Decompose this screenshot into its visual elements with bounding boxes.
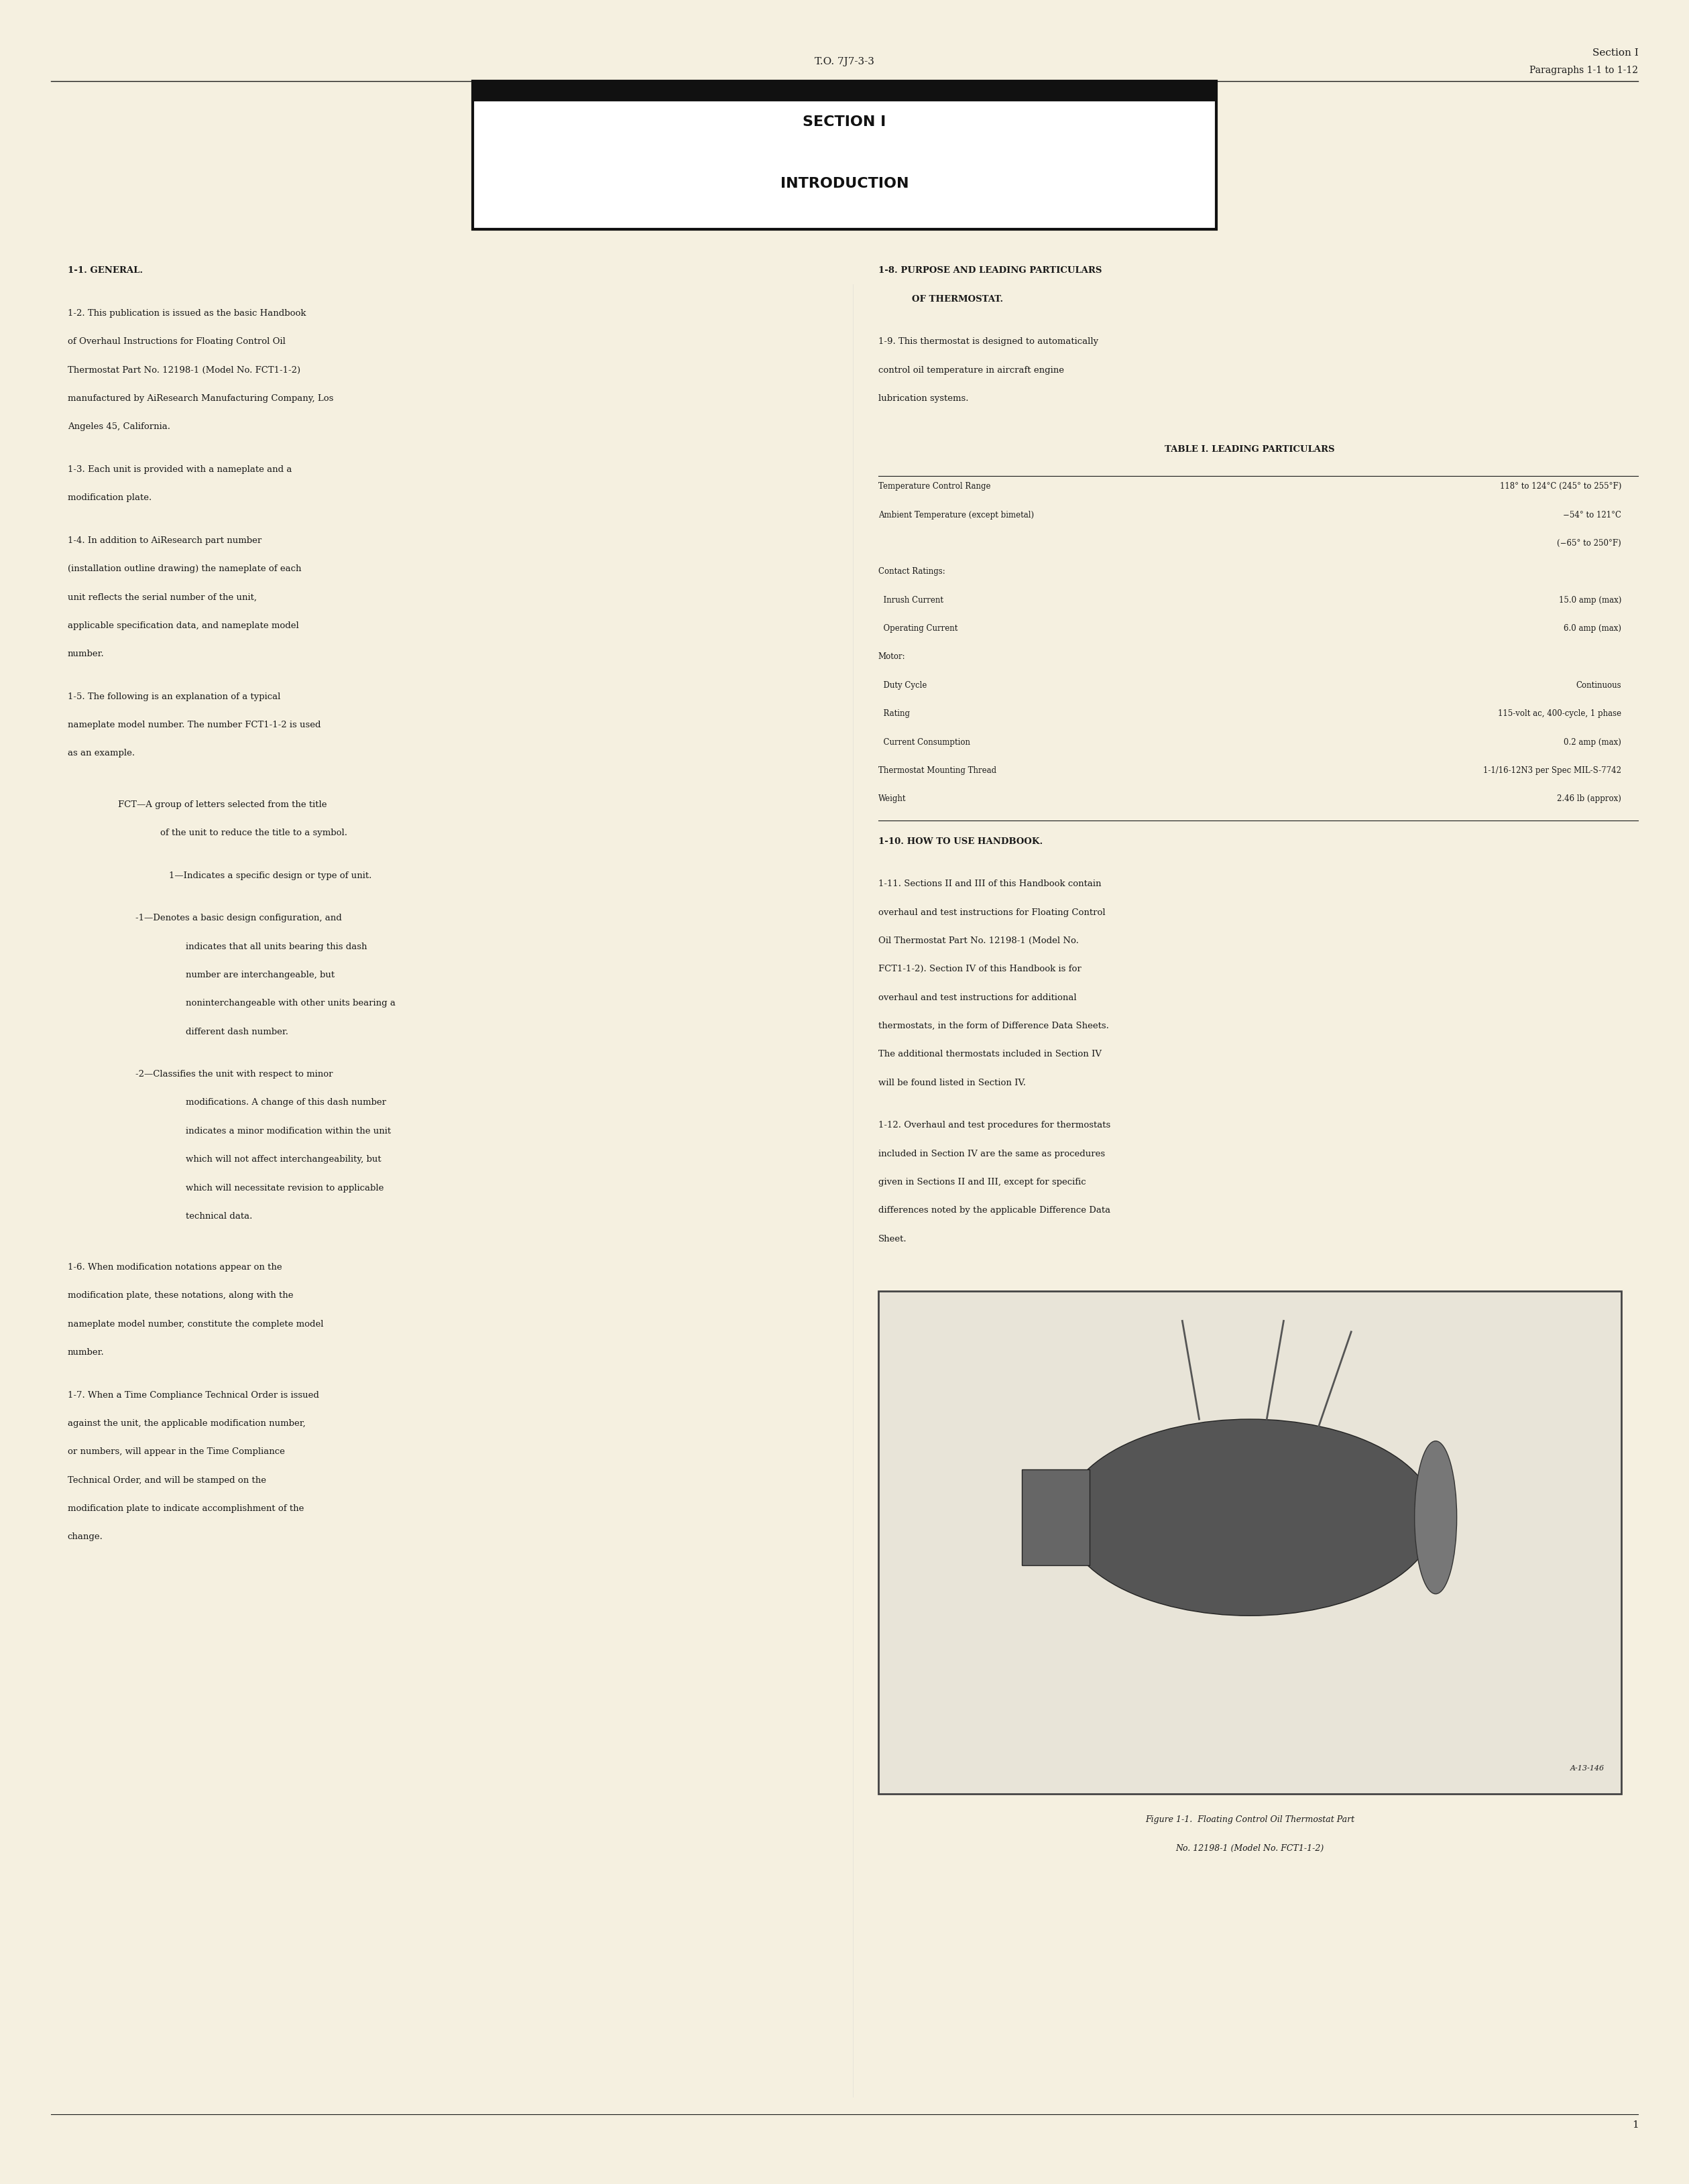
Text: Current Consumption: Current Consumption (878, 738, 969, 747)
Text: 1-4. In addition to AiResearch part number: 1-4. In addition to AiResearch part numb… (68, 537, 262, 544)
FancyBboxPatch shape (473, 81, 1216, 229)
Text: INTRODUCTION: INTRODUCTION (780, 177, 909, 190)
Text: Thermostat Part No. 12198-1 (Model No. FCT1-1-2): Thermostat Part No. 12198-1 (Model No. F… (68, 367, 301, 373)
Text: of the unit to reduce the title to a symbol.: of the unit to reduce the title to a sym… (160, 828, 348, 836)
Text: Motor:: Motor: (878, 653, 905, 662)
Text: indicates a minor modification within the unit: indicates a minor modification within th… (186, 1127, 392, 1136)
Text: 1—Indicates a specific design or type of unit.: 1—Indicates a specific design or type of… (169, 871, 372, 880)
Ellipse shape (1064, 1420, 1436, 1616)
Text: Angeles 45, California.: Angeles 45, California. (68, 424, 171, 430)
Text: unit reflects the serial number of the unit,: unit reflects the serial number of the u… (68, 594, 257, 601)
Text: Weight: Weight (878, 795, 905, 804)
Text: Oil Thermostat Part No. 12198-1 (Model No.: Oil Thermostat Part No. 12198-1 (Model N… (878, 937, 1079, 946)
Text: number.: number. (68, 1348, 105, 1356)
Text: which will necessitate revision to applicable: which will necessitate revision to appli… (186, 1184, 383, 1192)
Text: The additional thermostats included in Section IV: The additional thermostats included in S… (878, 1051, 1101, 1059)
Text: Duty Cycle: Duty Cycle (878, 681, 927, 690)
Text: technical data.: technical data. (186, 1212, 252, 1221)
Text: 15.0 amp (max): 15.0 amp (max) (1559, 596, 1621, 605)
Text: Technical Order, and will be stamped on the: Technical Order, and will be stamped on … (68, 1476, 267, 1485)
Text: number are interchangeable, but: number are interchangeable, but (186, 970, 334, 978)
Bar (878, 1291, 1621, 1793)
Text: 1-1/16-12N3 per Spec MIL-S-7742: 1-1/16-12N3 per Spec MIL-S-7742 (1483, 767, 1621, 775)
Text: number.: number. (68, 651, 105, 657)
Bar (473, 81, 1216, 100)
Text: applicable specification data, and nameplate model: applicable specification data, and namep… (68, 620, 299, 629)
Text: noninterchangeable with other units bearing a: noninterchangeable with other units bear… (186, 998, 395, 1007)
Text: change.: change. (68, 1533, 103, 1542)
Text: 115-volt ac, 400-cycle, 1 phase: 115-volt ac, 400-cycle, 1 phase (1498, 710, 1621, 719)
Text: against the unit, the applicable modification number,: against the unit, the applicable modific… (68, 1420, 306, 1428)
Text: modification plate to indicate accomplishment of the: modification plate to indicate accomplis… (68, 1505, 304, 1514)
Text: Contact Ratings:: Contact Ratings: (878, 568, 946, 577)
Text: Rating: Rating (878, 710, 910, 719)
Ellipse shape (1414, 1441, 1456, 1594)
Text: overhaul and test instructions for Floating Control: overhaul and test instructions for Float… (878, 909, 1105, 917)
Text: modifications. A change of this dash number: modifications. A change of this dash num… (186, 1099, 387, 1107)
Text: indicates that all units bearing this dash: indicates that all units bearing this da… (186, 941, 367, 950)
Text: will be found listed in Section IV.: will be found listed in Section IV. (878, 1079, 1025, 1088)
Text: Continuous: Continuous (1576, 681, 1621, 690)
Text: 1-11. Sections II and III of this Handbook contain: 1-11. Sections II and III of this Handbo… (878, 880, 1101, 889)
Text: (−65° to 250°F): (−65° to 250°F) (1557, 539, 1621, 548)
Text: 1-9. This thermostat is designed to automatically: 1-9. This thermostat is designed to auto… (878, 339, 1098, 345)
Text: Ambient Temperature (except bimetal): Ambient Temperature (except bimetal) (878, 511, 1034, 520)
Text: control oil temperature in aircraft engine: control oil temperature in aircraft engi… (878, 367, 1064, 373)
Text: 1-6. When modification notations appear on the: 1-6. When modification notations appear … (68, 1262, 282, 1271)
Text: thermostats, in the form of Difference Data Sheets.: thermostats, in the form of Difference D… (878, 1022, 1110, 1031)
Text: Thermostat Mounting Thread: Thermostat Mounting Thread (878, 767, 997, 775)
Text: No. 12198-1 (Model No. FCT1-1-2): No. 12198-1 (Model No. FCT1-1-2) (1176, 1843, 1324, 1852)
Text: nameplate model number, constitute the complete model: nameplate model number, constitute the c… (68, 1319, 323, 1328)
Text: 1-3. Each unit is provided with a nameplate and a: 1-3. Each unit is provided with a namepl… (68, 465, 292, 474)
Text: Sheet.: Sheet. (878, 1234, 907, 1243)
Text: Inrush Current: Inrush Current (878, 596, 944, 605)
Text: as an example.: as an example. (68, 749, 135, 758)
Text: 1-1. GENERAL.: 1-1. GENERAL. (68, 266, 144, 275)
Text: 1-12. Overhaul and test procedures for thermostats: 1-12. Overhaul and test procedures for t… (878, 1120, 1110, 1129)
Text: 1: 1 (1632, 2121, 1638, 2129)
Text: FCT1-1-2). Section IV of this Handbook is for: FCT1-1-2). Section IV of this Handbook i… (878, 965, 1081, 974)
Text: overhaul and test instructions for additional: overhaul and test instructions for addit… (878, 994, 1076, 1002)
Text: or numbers, will appear in the Time Compliance: or numbers, will appear in the Time Comp… (68, 1448, 285, 1457)
Text: of Overhaul Instructions for Floating Control Oil: of Overhaul Instructions for Floating Co… (68, 339, 285, 345)
Text: Temperature Control Range: Temperature Control Range (878, 483, 990, 491)
Text: -2—Classifies the unit with respect to minor: -2—Classifies the unit with respect to m… (135, 1070, 333, 1079)
Text: TABLE I. LEADING PARTICULARS: TABLE I. LEADING PARTICULARS (1165, 446, 1334, 454)
Text: modification plate.: modification plate. (68, 494, 152, 502)
Text: different dash number.: different dash number. (186, 1026, 289, 1035)
Text: included in Section IV are the same as procedures: included in Section IV are the same as p… (878, 1149, 1105, 1158)
Text: 1-8. PURPOSE AND LEADING PARTICULARS: 1-8. PURPOSE AND LEADING PARTICULARS (878, 266, 1101, 275)
Text: lubrication systems.: lubrication systems. (878, 395, 968, 402)
Bar (1022, 1470, 1089, 1566)
Text: 6.0 amp (max): 6.0 amp (max) (1564, 625, 1621, 633)
Text: Operating Current: Operating Current (878, 625, 958, 633)
Text: differences noted by the applicable Difference Data: differences noted by the applicable Diff… (878, 1206, 1110, 1214)
Text: Section I: Section I (1593, 48, 1638, 57)
Text: given in Sections II and III, except for specific: given in Sections II and III, except for… (878, 1177, 1086, 1186)
Text: 1-2. This publication is issued as the basic Handbook: 1-2. This publication is issued as the b… (68, 310, 306, 317)
Text: −54° to 121°C: −54° to 121°C (1562, 511, 1621, 520)
Text: (installation outline drawing) the nameplate of each: (installation outline drawing) the namep… (68, 563, 301, 572)
Text: which will not affect interchangeability, but: which will not affect interchangeability… (186, 1155, 382, 1164)
Text: 1-7. When a Time Compliance Technical Order is issued: 1-7. When a Time Compliance Technical Or… (68, 1391, 319, 1400)
Text: Figure 1-1.  Floating Control Oil Thermostat Part: Figure 1-1. Floating Control Oil Thermos… (1145, 1815, 1355, 1824)
Text: modification plate, these notations, along with the: modification plate, these notations, alo… (68, 1291, 294, 1299)
Text: 118° to 124°C (245° to 255°F): 118° to 124°C (245° to 255°F) (1500, 483, 1621, 491)
Text: T.O. 7J7-3-3: T.O. 7J7-3-3 (814, 57, 875, 66)
Text: A-13-146: A-13-146 (1571, 1765, 1605, 1771)
Text: 2.46 lb (approx): 2.46 lb (approx) (1557, 795, 1621, 804)
Text: 1-10. HOW TO USE HANDBOOK.: 1-10. HOW TO USE HANDBOOK. (878, 836, 1042, 845)
Text: 1-5. The following is an explanation of a typical: 1-5. The following is an explanation of … (68, 692, 280, 701)
Text: FCT—A group of letters selected from the title: FCT—A group of letters selected from the… (118, 799, 328, 808)
Text: SECTION I: SECTION I (802, 116, 887, 129)
Text: 0.2 amp (max): 0.2 amp (max) (1564, 738, 1621, 747)
Text: Paragraphs 1-1 to 1-12: Paragraphs 1-1 to 1-12 (1530, 66, 1638, 74)
Text: nameplate model number. The number FCT1-1-2 is used: nameplate model number. The number FCT1-… (68, 721, 321, 729)
Text: -1—Denotes a basic design configuration, and: -1—Denotes a basic design configuration,… (135, 913, 341, 922)
Text: OF THERMOSTAT.: OF THERMOSTAT. (912, 295, 1003, 304)
Text: manufactured by AiResearch Manufacturing Company, Los: manufactured by AiResearch Manufacturing… (68, 395, 333, 402)
